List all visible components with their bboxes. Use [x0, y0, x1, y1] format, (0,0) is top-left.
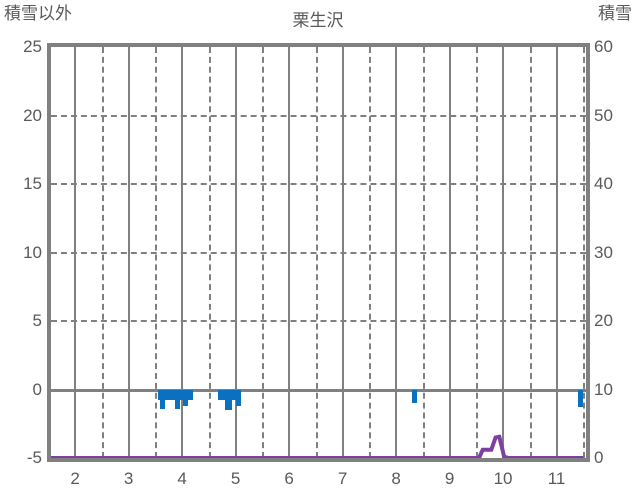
x-tick-label: 10	[493, 469, 513, 488]
right-axis-tick-labels: 60 50 40 30 20 10 0	[594, 0, 636, 501]
bar	[221, 389, 227, 400]
bar	[162, 389, 168, 400]
left-tick-label: 10	[23, 242, 42, 262]
bar	[187, 389, 193, 400]
right-axis-title: 積雪	[598, 4, 632, 23]
bar	[177, 389, 183, 400]
bar	[578, 389, 584, 408]
left-tick-label: 15	[23, 174, 42, 193]
x-tick-label: 5	[230, 469, 241, 488]
right-tick-label: 50	[594, 105, 613, 125]
left-tick-label: 20	[23, 105, 42, 125]
bar	[218, 389, 224, 400]
bar	[183, 389, 189, 406]
left-axis-title: 積雪以外	[4, 4, 72, 23]
x-tick-label: 8	[391, 469, 401, 488]
bar	[412, 389, 418, 404]
x-tick-label: 7	[337, 469, 348, 488]
horizontal-gridline	[51, 251, 586, 254]
snow-depth-path	[51, 434, 584, 458]
x-tick-label: 4	[177, 469, 187, 488]
chart-title: 栗生沢	[292, 11, 344, 30]
bar	[226, 389, 232, 411]
left-axis-tick-labels: 25 20 15 10 5 0 -5	[0, 0, 42, 501]
bar	[166, 389, 172, 400]
left-tick-label: 25	[23, 37, 42, 56]
left-tick-label: -5	[26, 448, 42, 467]
right-tick-label: 40	[594, 174, 613, 193]
x-tick-label: 6	[284, 469, 294, 488]
x-tick-label: 2	[70, 469, 80, 488]
horizontal-gridline	[51, 183, 586, 185]
bar	[230, 389, 236, 400]
right-tick-label: 0	[594, 448, 604, 467]
right-tick-label: 60	[594, 37, 613, 56]
bar	[174, 389, 180, 410]
right-tick-label: 10	[594, 379, 613, 399]
left-tick-label: 5	[32, 311, 42, 330]
bar	[236, 389, 242, 406]
snow-depth-line	[51, 434, 584, 458]
bar	[233, 389, 239, 400]
plot-area	[47, 43, 590, 462]
x-tick-label: 3	[123, 469, 134, 488]
zero-line	[51, 388, 586, 392]
left-tick-label: 0	[32, 379, 42, 399]
horizontal-gridline	[51, 114, 586, 117]
bar	[160, 389, 166, 409]
horizontal-gridline	[51, 320, 586, 322]
x-tick-label: 11	[547, 469, 566, 488]
right-tick-label: 20	[594, 311, 613, 330]
right-tick-label: 30	[594, 242, 613, 262]
plot-inner	[51, 47, 586, 458]
x-tick-label: 9	[444, 469, 455, 488]
